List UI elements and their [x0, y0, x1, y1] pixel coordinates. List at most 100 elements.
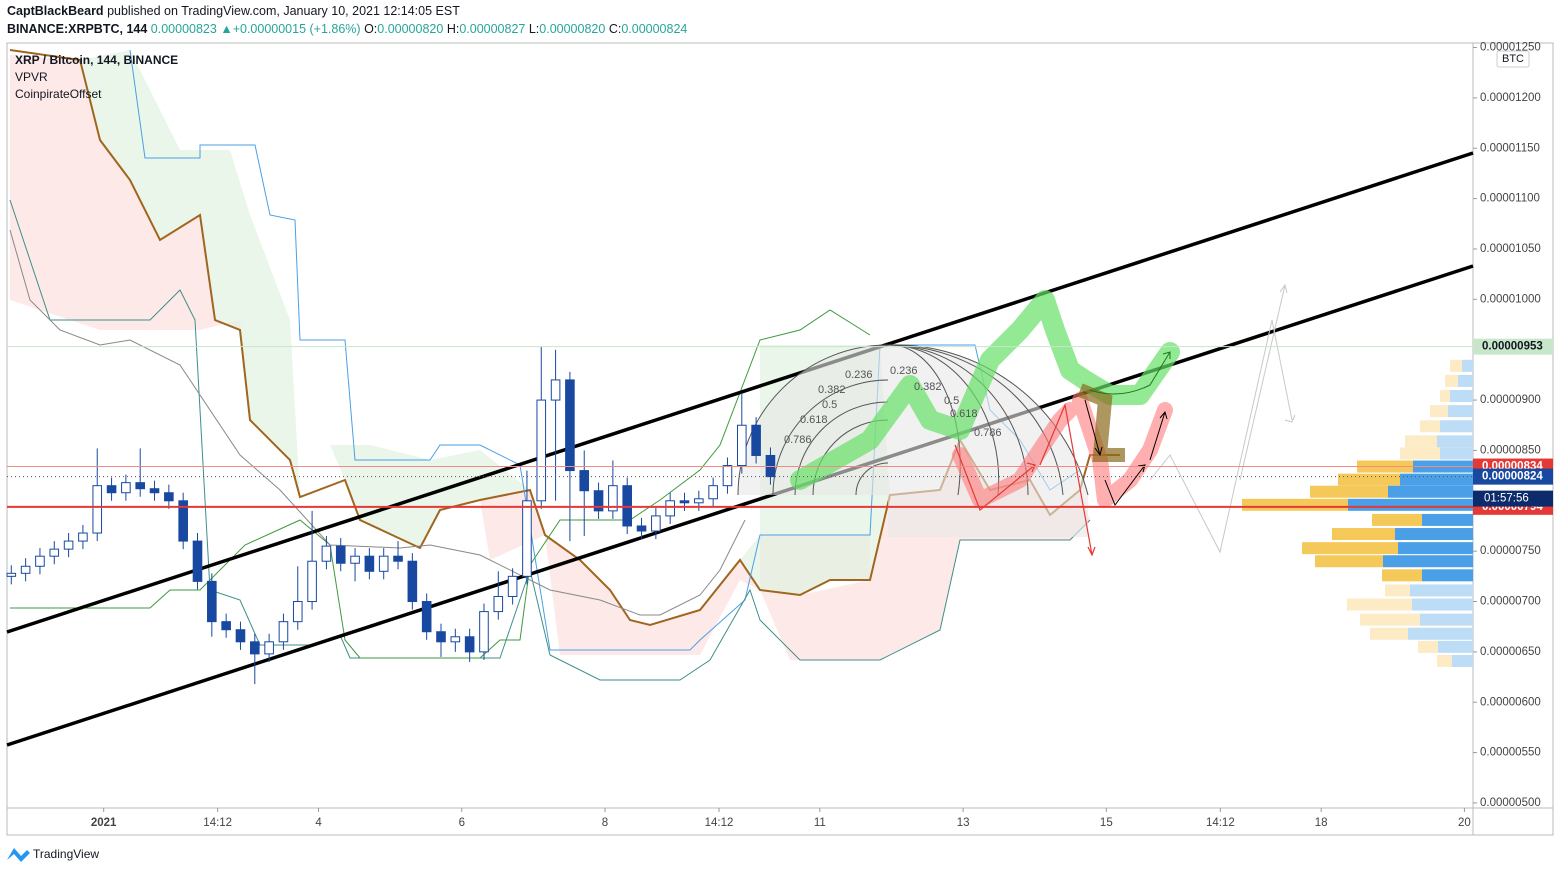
volume-up — [1383, 555, 1473, 568]
volume-up — [1448, 405, 1473, 418]
candle-body — [651, 515, 661, 532]
volume-down — [1440, 390, 1450, 403]
candle-body — [736, 424, 747, 467]
candle-body — [335, 545, 346, 564]
fib-label: 0.236 — [890, 365, 918, 377]
y-tick-label: 0.00000600 — [1480, 696, 1541, 708]
fib-label: 0.786 — [784, 434, 812, 446]
volume-down — [1450, 359, 1462, 372]
frame — [6, 42, 1554, 836]
x-tick-label: 11 — [814, 817, 826, 829]
x-tick-label: 4 — [315, 817, 322, 829]
fib-label: 0.382 — [914, 381, 942, 393]
candle-body — [407, 560, 418, 603]
projection — [1149, 319, 1293, 554]
fib-label: 0.618 — [800, 414, 828, 426]
x-tick-label: 18 — [1315, 817, 1328, 829]
candle-body — [350, 555, 360, 564]
candle-body — [6, 572, 17, 577]
volume-up — [1400, 473, 1473, 486]
x-tick-label: 8 — [602, 817, 608, 829]
candle-body — [364, 555, 375, 572]
y-tick-label: 0.00001150 — [1480, 142, 1540, 154]
y-tick-label: 0.00000750 — [1480, 545, 1541, 557]
fib-fan-right — [888, 344, 1088, 537]
volume-up — [1462, 359, 1473, 372]
volume-down — [1347, 598, 1412, 611]
candle-body — [436, 631, 446, 643]
highlight-green — [790, 290, 1180, 490]
candle-body — [579, 470, 590, 492]
c-label: C: — [609, 22, 622, 36]
volume-down — [1310, 485, 1388, 498]
x-tick-label: 6 — [459, 817, 465, 829]
arrow: ▲ — [220, 22, 232, 36]
candle-body — [164, 492, 174, 502]
last: 0.00000823 — [151, 22, 217, 36]
candle-body — [207, 580, 217, 623]
y-tick-label: 0.00000650 — [1480, 646, 1541, 658]
volume-up — [1440, 447, 1473, 460]
fib-label: 0.5 — [822, 399, 837, 411]
volume-down — [1370, 627, 1408, 640]
candle-body — [679, 500, 690, 504]
volume-down — [1400, 447, 1440, 460]
volume-up — [1438, 640, 1473, 653]
y-tick-label: 0.00001000 — [1480, 293, 1541, 305]
header: CaptBlackBeard published on TradingView.… — [7, 4, 460, 18]
volume-down — [1385, 584, 1410, 597]
x-tick-label: 20 — [1458, 817, 1471, 829]
l-label: L: — [529, 22, 539, 36]
candle-body — [106, 485, 117, 494]
candle-body — [593, 490, 604, 512]
volume-up — [1388, 485, 1473, 498]
offset-line — [9, 229, 746, 616]
currency-box — [1496, 50, 1530, 68]
candle-body — [292, 601, 303, 623]
candle-body — [135, 482, 146, 490]
y-tick-label: 0.00000500 — [1480, 797, 1541, 809]
h-label: H: — [447, 22, 460, 36]
author: CaptBlackBeard — [7, 4, 104, 18]
published: published on TradingView.com, January 10… — [107, 4, 460, 18]
fib-label: 0.786 — [974, 427, 1002, 439]
candle-body — [49, 548, 60, 557]
candle-body — [235, 629, 246, 643]
candle-body — [665, 500, 675, 517]
volume-up — [1452, 654, 1473, 667]
change: +0.00000015 (+1.86%) — [233, 22, 361, 36]
highlight-brown — [1077, 383, 1125, 462]
countdown: 01:57:56 — [1484, 493, 1529, 505]
volume-up — [1410, 584, 1473, 597]
volume-down — [1420, 420, 1440, 433]
countdown-tag — [1473, 490, 1553, 507]
volume-up — [1398, 542, 1473, 555]
volume-down — [1445, 374, 1458, 387]
candle-body — [608, 485, 618, 512]
y-tick-label: 0.00000850 — [1480, 444, 1541, 456]
volume-down — [1382, 569, 1422, 582]
conversion-line — [129, 49, 1081, 651]
volume-up — [1412, 598, 1473, 611]
candle-body — [522, 500, 532, 577]
volume-down — [1242, 498, 1348, 511]
candle-body — [249, 641, 260, 655]
candle-body — [321, 545, 332, 562]
candle-body — [35, 555, 45, 567]
volume-up — [1422, 513, 1473, 526]
y-tick-label: 0.00001100 — [1480, 193, 1540, 205]
volume-up — [1437, 435, 1473, 448]
candle-body — [565, 379, 575, 472]
y-tick-label: 0.00000700 — [1480, 596, 1541, 608]
candle-body — [450, 636, 461, 643]
logo — [7, 848, 30, 862]
y-tick-label: 0.00001200 — [1480, 92, 1541, 104]
candle-body — [622, 485, 633, 527]
o-label: O: — [364, 22, 377, 36]
price-tag — [1473, 468, 1553, 485]
fib-label: 0.236 — [845, 369, 873, 381]
candle-body — [636, 525, 647, 532]
candle-body — [121, 482, 131, 494]
